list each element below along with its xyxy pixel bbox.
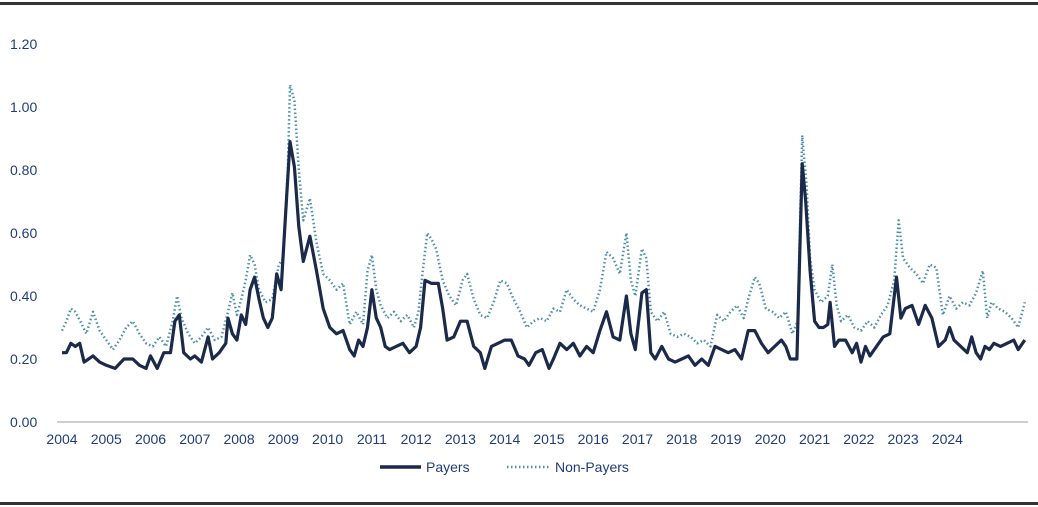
- x-tick-label: 2018: [666, 431, 697, 447]
- series-layer: [60, 83, 1027, 370]
- x-tick-label: 2021: [799, 431, 830, 447]
- legend-non-payers-label: Non-Payers: [555, 459, 629, 475]
- top-rule: [0, 2, 1038, 5]
- x-tick-label: 2013: [445, 431, 476, 447]
- y-tick-label: 0.40: [10, 288, 37, 304]
- legend-payers-label: Payers: [426, 459, 470, 475]
- x-tick-label: 2005: [91, 431, 122, 447]
- y-tick-label: 1.20: [10, 36, 37, 52]
- x-tick-label: 2008: [223, 431, 254, 447]
- x-tick-label: 2012: [401, 431, 432, 447]
- x-tick-label: 2023: [888, 431, 919, 447]
- y-tick-label: 0.60: [10, 225, 37, 241]
- x-tick-label: 2024: [932, 431, 963, 447]
- x-axis-ticks: 2004 2005 2006 2007 2008 2009 2010 2011 2012 2013…: [46, 431, 963, 447]
- x-tick-label: 2006: [135, 431, 166, 447]
- y-tick-label: 0.20: [10, 351, 37, 367]
- x-tick-label: 2017: [622, 431, 653, 447]
- series-non-payers-line: [60, 83, 1027, 351]
- x-tick-label: 2020: [755, 431, 786, 447]
- x-tick-label: 2019: [710, 431, 741, 447]
- x-tick-label: 2010: [312, 431, 343, 447]
- x-tick-label: 2011: [357, 431, 387, 447]
- y-tick-label: 0.00: [10, 414, 37, 430]
- series-payers-line: [62, 140, 1027, 370]
- bottom-rule: [0, 502, 1038, 505]
- x-tick-label: 2016: [578, 431, 609, 447]
- x-tick-label: 2022: [843, 431, 874, 447]
- x-tick-label: 2007: [179, 431, 210, 447]
- y-tick-label: 0.80: [10, 162, 37, 178]
- x-tick-label: 2014: [489, 431, 520, 447]
- x-tick-label: 2009: [268, 431, 299, 447]
- x-tick-label: 2015: [533, 431, 564, 447]
- legend: Payers Non-Payers: [380, 459, 629, 475]
- y-tick-label: 1.00: [10, 99, 37, 115]
- y-axis-ticks: 0.00 0.20 0.40 0.60 0.80 1.00 1.20: [10, 36, 37, 430]
- x-tick-label: 2004: [46, 431, 77, 447]
